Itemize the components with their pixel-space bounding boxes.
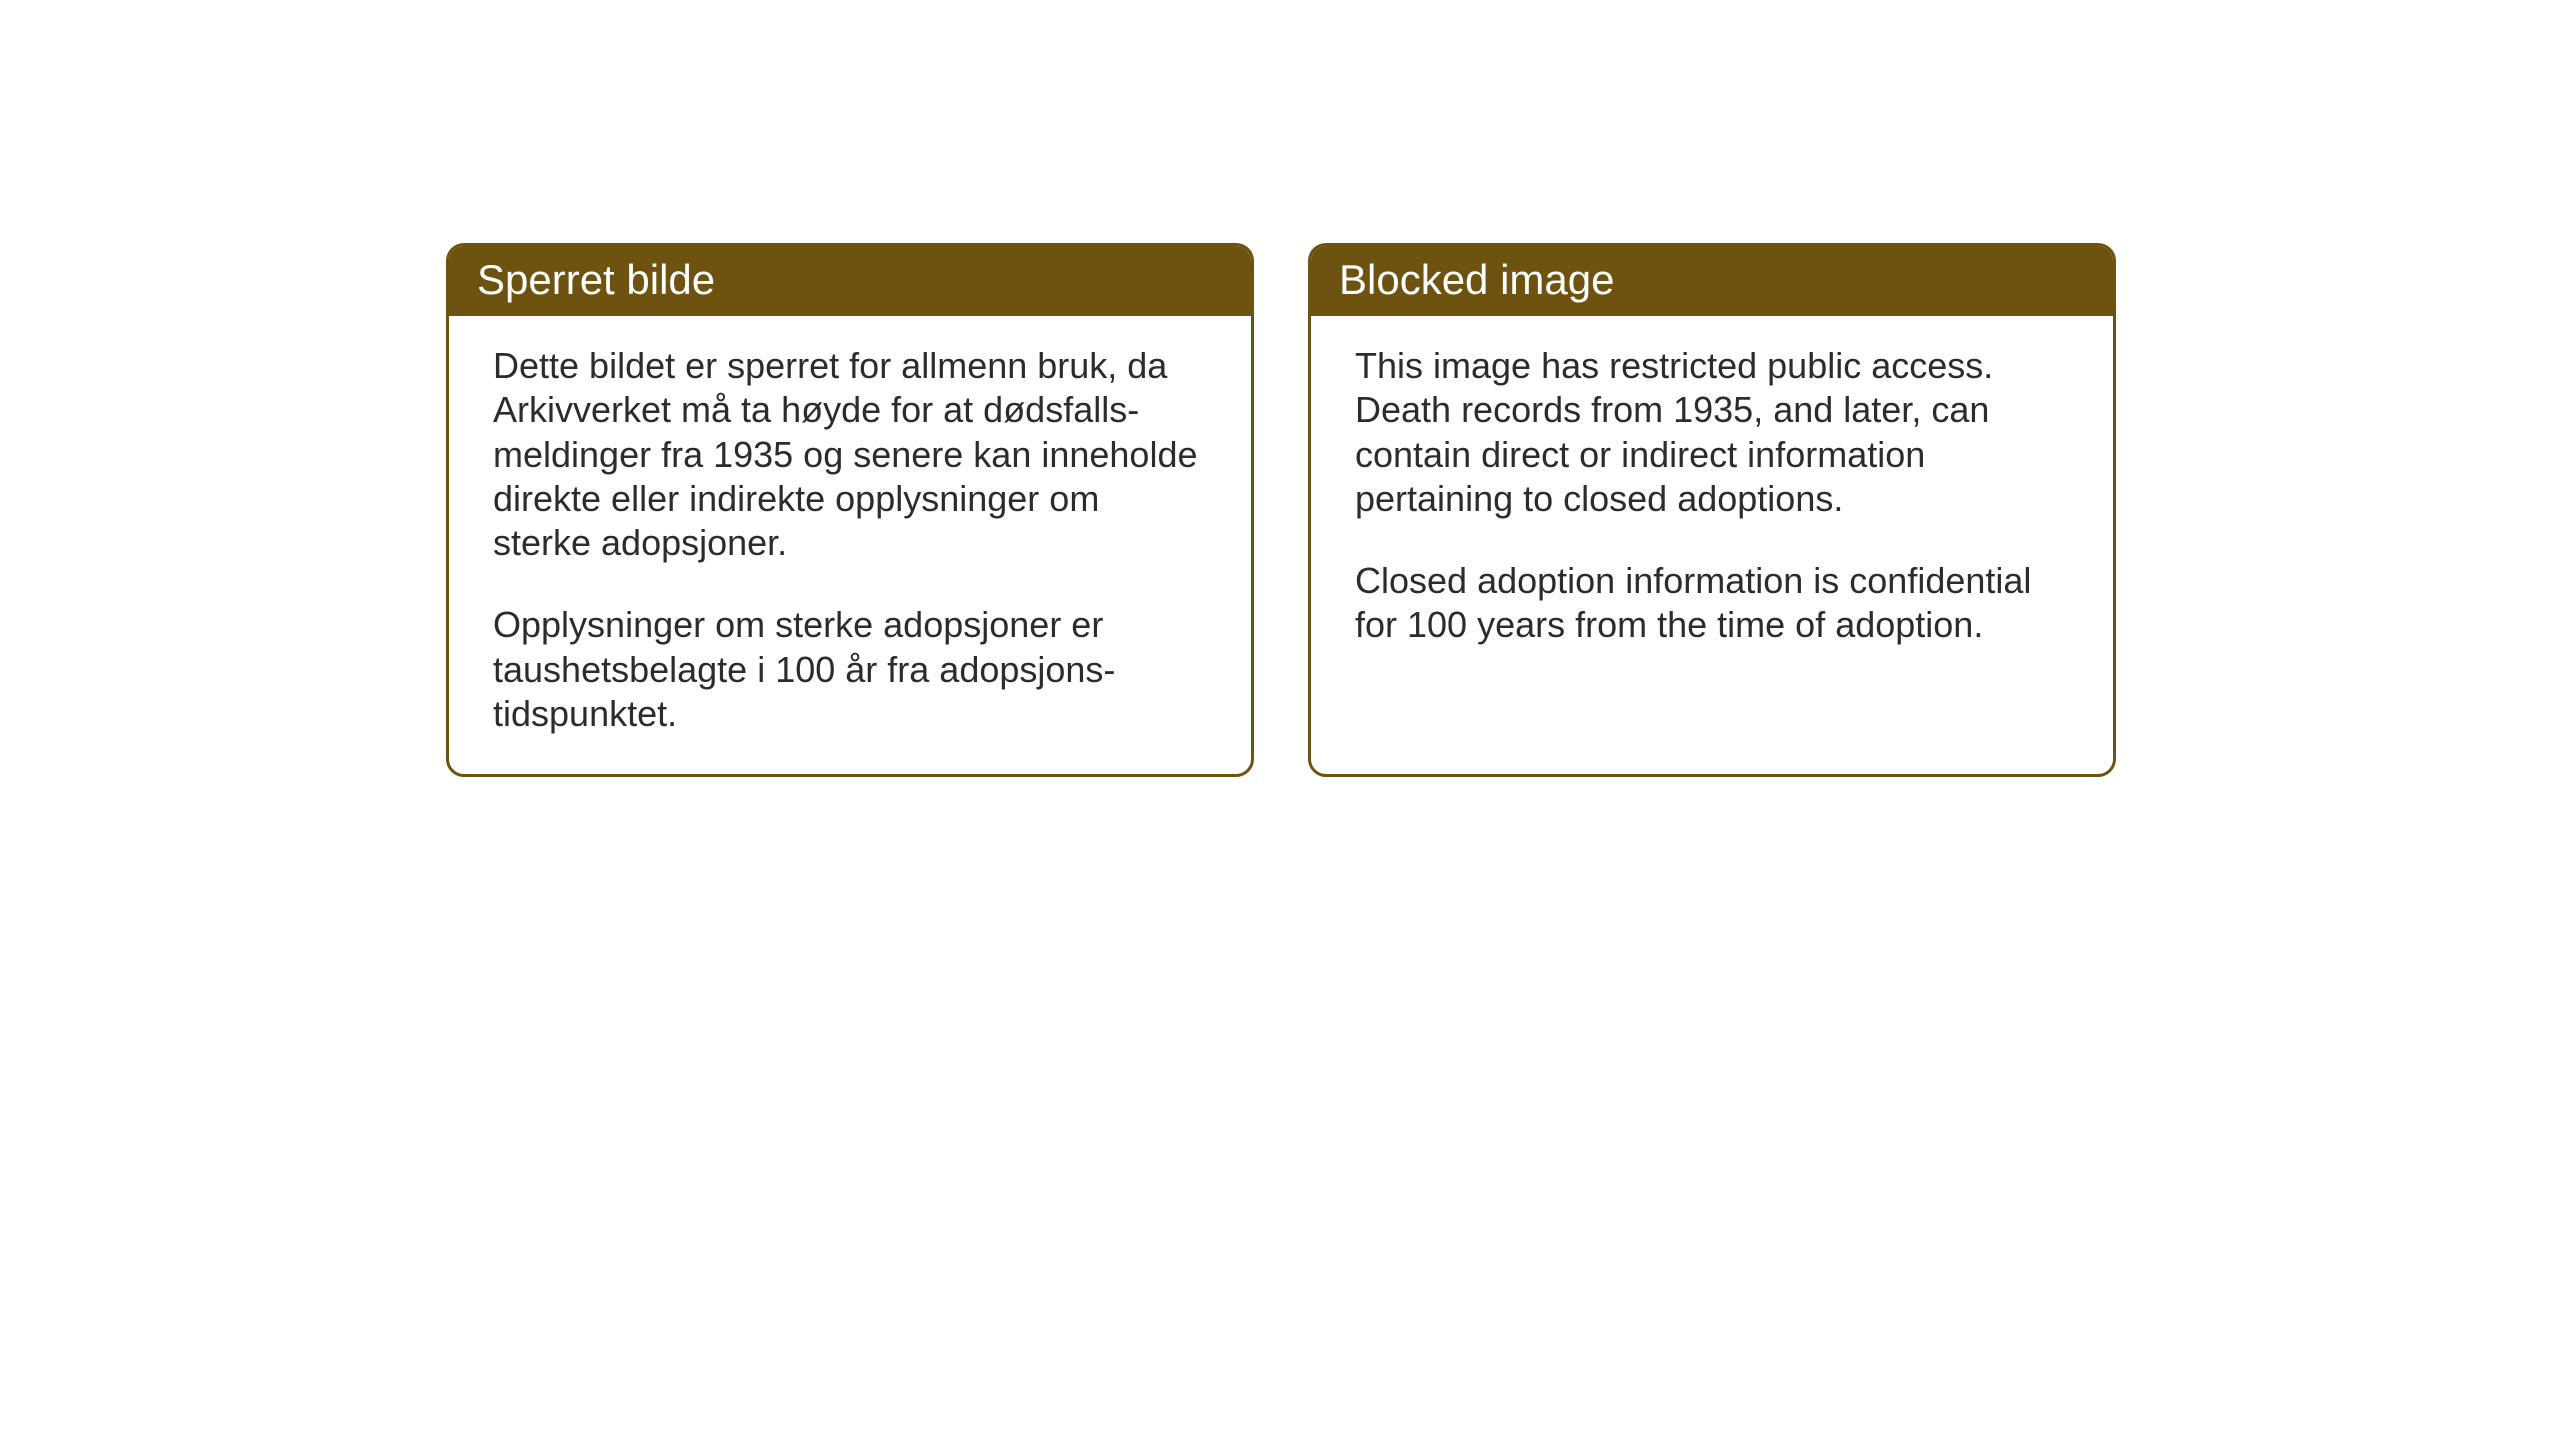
card-body-english: This image has restricted public access.… <box>1311 316 2113 686</box>
card-norwegian: Sperret bilde Dette bildet er sperret fo… <box>446 243 1254 777</box>
card-title-norwegian: Sperret bilde <box>477 256 715 303</box>
card-para2-english: Closed adoption information is confident… <box>1355 559 2069 648</box>
card-para1-english: This image has restricted public access.… <box>1355 344 2069 521</box>
card-para2-norwegian: Opplysninger om sterke adopsjoner er tau… <box>493 603 1207 736</box>
card-header-norwegian: Sperret bilde <box>449 246 1251 316</box>
card-title-english: Blocked image <box>1339 256 1614 303</box>
card-body-norwegian: Dette bildet er sperret for allmenn bruk… <box>449 316 1251 774</box>
cards-container: Sperret bilde Dette bildet er sperret fo… <box>446 243 2116 777</box>
card-header-english: Blocked image <box>1311 246 2113 316</box>
card-english: Blocked image This image has restricted … <box>1308 243 2116 777</box>
card-para1-norwegian: Dette bildet er sperret for allmenn bruk… <box>493 344 1207 565</box>
